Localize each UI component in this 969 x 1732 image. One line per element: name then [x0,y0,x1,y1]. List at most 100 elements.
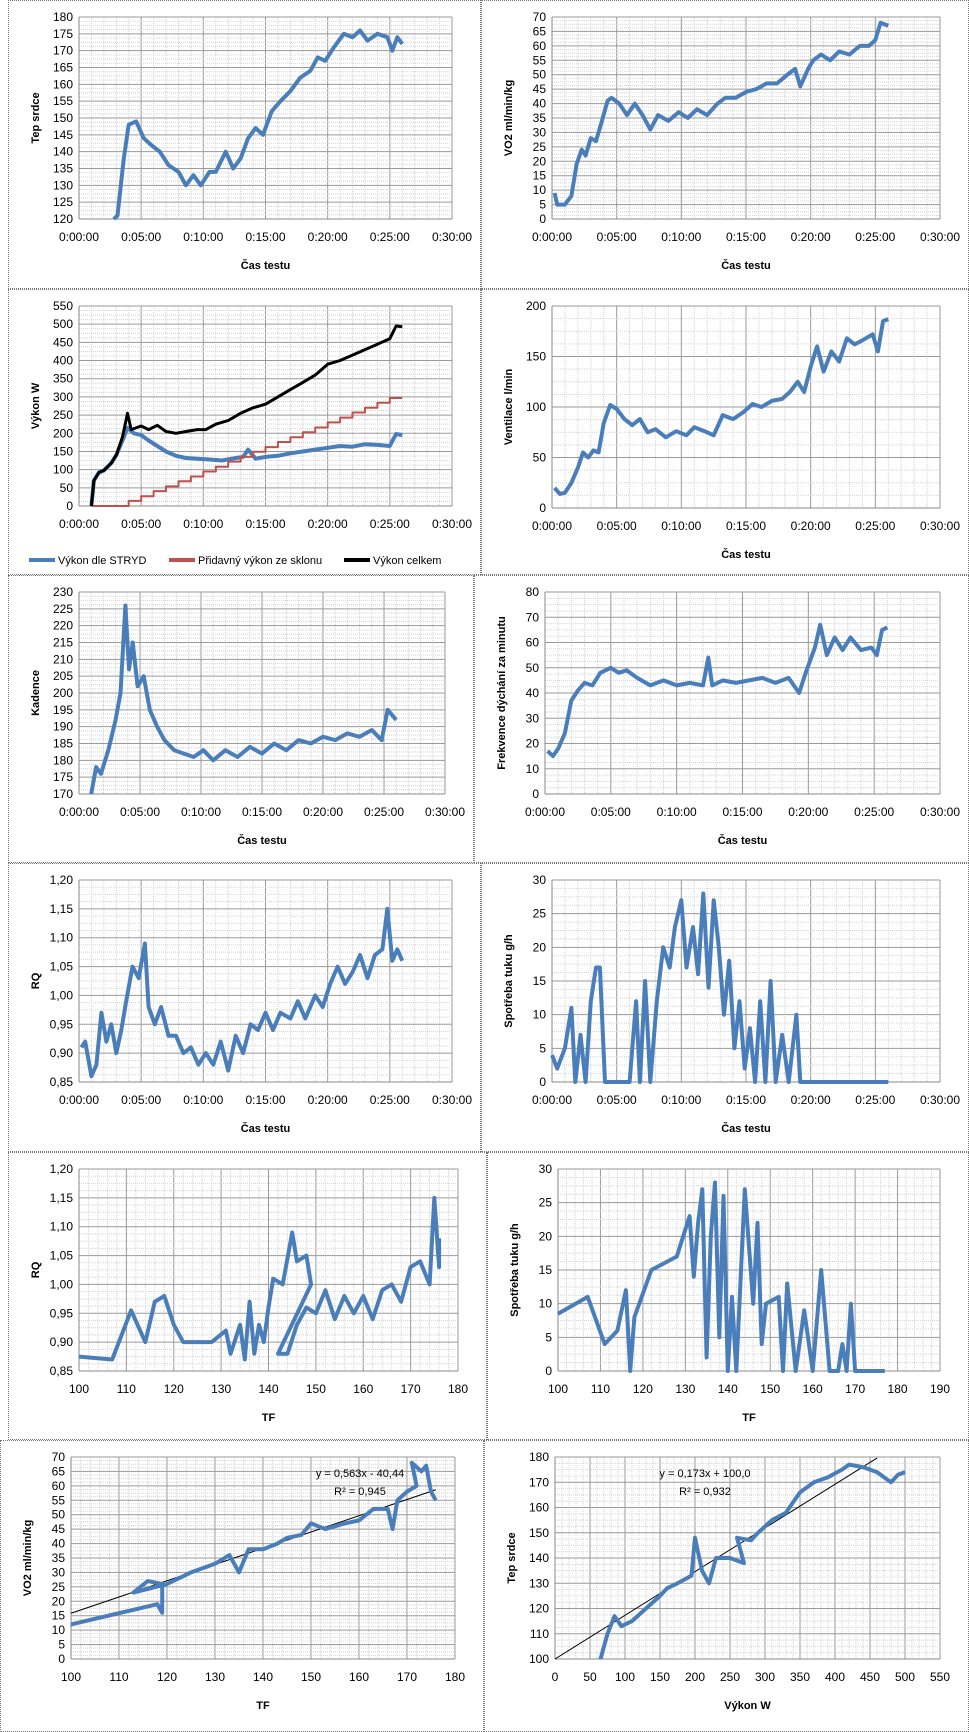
legend-label: Výkon dle STRYD [58,555,147,567]
x-tick-label: 0:30:00 [432,1093,472,1107]
x-tick-label: 0:05:00 [121,230,161,244]
y-tick-label: 5 [58,1638,65,1652]
y-tick-label: 1,10 [50,1220,74,1234]
y-tick-label: 0 [539,501,546,515]
y-tick-label: 1,15 [50,902,74,916]
y-tick-label: 65 [52,1464,66,1478]
series-line-0 [550,891,889,1084]
series-line-0 [79,906,405,1079]
gridlines [551,16,941,220]
gridlines [78,16,453,220]
x-tick-label: 120 [633,1382,653,1396]
x-tick-label: 0:25:00 [370,517,410,531]
chart-svg: 0:00:00 0:05:00 0:10:00 0:15:00 0:20:00 0:25:… [503,299,960,561]
y-tick-label: 65 [533,24,547,38]
x-tick-label: 180 [445,1670,465,1684]
y-tick-label: 140 [53,145,73,159]
y-tick-label: 120 [53,212,73,226]
x-tick-label: 140 [253,1670,273,1684]
y-tick-label: 170 [53,787,73,801]
y-tick-label: 200 [526,299,546,313]
y-tick-label: 10 [533,183,547,197]
x-tick-label: 0:10:00 [183,1093,223,1107]
x-tick-label: 160 [803,1382,823,1396]
series-line-0 [557,1180,885,1373]
x-tick-label: 0:10:00 [181,805,221,819]
y-tick-label: 1,10 [50,931,74,945]
x-tick-label: 110 [109,1670,128,1684]
y-tick-label: 350 [53,372,73,386]
y-axis-title: Frekvence dýchání za minutu [496,616,508,769]
y-tick-label: 170 [529,1475,549,1489]
y-tick-label: 0,85 [50,1075,74,1089]
x-tick-label: 0:15:00 [722,805,762,819]
chart-rq-hr: 100 110 120 130 140 150 160 170 180 0,85 0,90 0,95 1… [8,1152,487,1440]
x-tick-label: 0:00:00 [525,805,565,819]
x-tick-label: 0:15:00 [726,519,766,533]
x-tick-label: 110 [117,1382,136,1396]
x-tick-label: 0:30:00 [432,517,472,531]
y-axis-title: VO2 ml/min/kg [22,1520,34,1596]
y-tick-label: 45 [533,82,547,96]
trendline-equation: y = 0,563x - 40,44 [316,1468,404,1480]
y-tick-label: 220 [53,619,73,633]
y-tick-label: 0 [539,1075,546,1089]
y-tick-label: 120 [529,1602,549,1616]
y-tick-label: 100 [526,400,546,414]
y-tick-label: 30 [539,1162,553,1176]
y-tick-label: 50 [52,1508,66,1522]
x-axis-title: Čas testu [721,548,771,561]
x-tick-label: 0:25:00 [370,230,410,244]
y-tick-label: 0,95 [50,1306,74,1320]
x-tick-label: 350 [790,1670,810,1684]
chart-heart-rate-time: 0:00:00 0:05:00 0:10:00 0:15:00 0:20:00 0:25:… [8,0,481,289]
x-tick-label: 150 [301,1670,321,1684]
chart-svg: 0 50 100 150 200 250 300 350 400 450 500 550 100 110 1… [506,1450,950,1712]
y-axis-title: Spotřeba tuku g/h [509,1223,521,1317]
y-tick-label: 215 [53,636,73,650]
chart-hr-power: 0 50 100 150 200 250 300 350 400 450 500 550 100 110 1… [484,1440,969,1732]
x-tick-label: 0:25:00 [370,1093,410,1107]
x-tick-label: 180 [888,1382,908,1396]
x-tick-label: 0:00:00 [59,1093,99,1107]
x-axis-title: Čas testu [718,834,768,847]
x-axis-title: Čas testu [721,1122,771,1135]
x-tick-label: 0:15:00 [245,1093,285,1107]
y-tick-label: 0 [58,1652,65,1666]
trendline-equation: R² = 0,945 [334,1486,386,1498]
x-tick-label: 0:05:00 [597,230,637,244]
x-tick-label: 190 [930,1382,950,1396]
x-axis-title: Čas testu [237,834,287,847]
series-line-0 [89,603,398,795]
y-tick-label: 0 [545,1364,552,1378]
x-tick-label: 0:30:00 [920,805,960,819]
y-tick-label: 1,05 [50,960,74,974]
legend-label: Přidavný výkon ze sklonu [198,555,322,567]
x-tick-label: 0 [552,1670,559,1684]
y-tick-label: 100 [529,1652,549,1666]
y-tick-label: 50 [60,481,74,495]
y-tick-label: 185 [53,737,73,751]
trendline-equation: R² = 0,932 [679,1486,731,1498]
y-tick-label: 0 [539,212,546,226]
x-tick-label: 400 [825,1670,845,1684]
chart-fat-hr: 100 110 120 130 140 150 160 170 180 190 0 5 10 15 20 25… [487,1152,969,1440]
x-tick-label: 0:15:00 [726,1093,766,1107]
x-tick-label: 0:25:00 [855,519,895,533]
y-tick-label: 170 [53,44,73,58]
chart-svg: 0:00:00 0:05:00 0:10:00 0:15:00 0:20:00 0:25:… [30,10,472,272]
x-tick-label: 130 [675,1382,695,1396]
x-tick-label: 0:15:00 [726,230,766,244]
x-tick-label: 0:25:00 [855,230,895,244]
y-tick-label: 30 [526,711,540,725]
y-axis-title: VO2 ml/min/kg [503,80,515,156]
y-tick-label: 50 [526,661,540,675]
chart-svg: 100 110 120 130 140 150 160 170 180 190 0 5 10 15 20 25… [509,1162,950,1424]
series-line-0 [78,1195,442,1362]
chart-svg: 0:00:00 0:05:00 0:10:00 0:15:00 0:20:00 0:25:… [30,873,472,1135]
y-tick-label: 60 [526,636,540,650]
y-tick-label: 25 [533,140,547,154]
y-tick-label: 70 [526,610,540,624]
chart-svg: 0:00:00 0:05:00 0:10:00 0:15:00 0:20:00 0:25:… [503,10,960,272]
y-tick-label: 0,90 [50,1335,74,1349]
